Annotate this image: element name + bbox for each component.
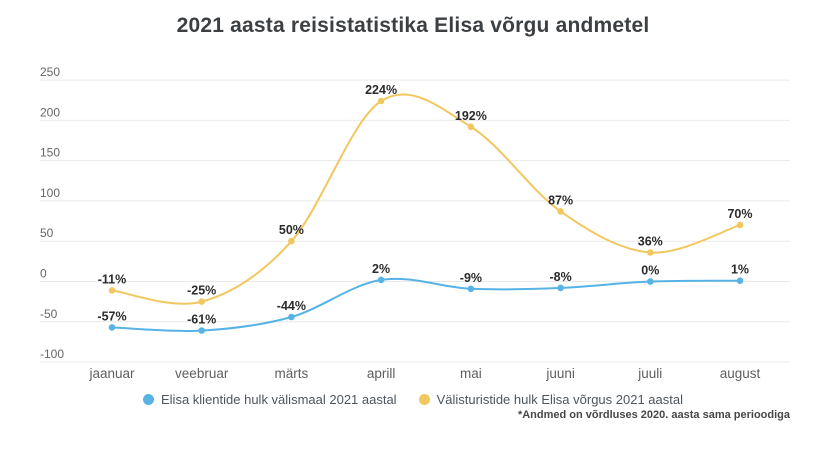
legend-dot-blue-icon — [143, 394, 154, 405]
data-label: -61% — [187, 313, 216, 327]
data-point — [198, 298, 205, 305]
data-point — [108, 287, 116, 294]
data-label: 224% — [365, 83, 397, 97]
data-label: 50% — [279, 223, 304, 237]
x-tick-label: juuni — [545, 366, 575, 381]
y-tick-label: 50 — [40, 226, 54, 240]
series-1: -11% -25% 50% 224% 192% 87% 36% 70% — [98, 83, 753, 305]
data-point — [288, 313, 295, 321]
data-point — [377, 97, 385, 105]
y-tick-label: -50 — [40, 307, 58, 321]
data-point — [108, 324, 116, 331]
data-label: -9% — [460, 271, 482, 285]
data-label: 36% — [638, 235, 663, 249]
x-tick-label: aprill — [367, 366, 396, 381]
x-tick-label: mai — [460, 366, 482, 381]
series-line — [111, 93, 741, 305]
data-label: -8% — [549, 270, 571, 284]
data-point — [288, 237, 295, 245]
data-label: -44% — [277, 299, 306, 313]
x-tick-label: märts — [275, 366, 309, 381]
data-label: 70% — [727, 207, 752, 221]
data-label: -11% — [98, 272, 127, 286]
data-point — [198, 327, 205, 334]
y-tick-label: 200 — [40, 105, 60, 119]
legend-item-elisa-customers: Elisa klientide hulk välismaal 2021 aast… — [143, 392, 397, 407]
x-tick-label: juuli — [637, 366, 662, 381]
data-point — [377, 276, 385, 284]
data-label: 2% — [372, 262, 390, 276]
data-label: 192% — [455, 109, 487, 123]
series-0: -57% -61% -44% 2% -9% -8% 0% 1% — [97, 262, 749, 334]
x-tick-label: veebruar — [175, 366, 229, 381]
legend-item-foreign-tourists: Välisturistide hulk Elisa võrgus 2021 aa… — [418, 392, 683, 407]
data-label: -57% — [97, 309, 126, 323]
chart-title: 2021 aasta reisistatistika Elisa võrgu a… — [176, 14, 650, 37]
legend-label-elisa-customers: Elisa klientide hulk välismaal 2021 aast… — [161, 392, 397, 407]
data-point — [736, 277, 744, 285]
chart-footnote: *Andmed on võrdluses 2020. aasta sama pe… — [517, 409, 790, 421]
data-label: 87% — [548, 193, 573, 207]
y-tick-label: 0 — [40, 267, 47, 281]
data-label: -25% — [187, 284, 216, 298]
legend-dot-yellow-icon — [418, 394, 430, 405]
data-point — [647, 278, 654, 285]
data-point — [557, 208, 564, 215]
y-tick-label: 150 — [40, 146, 60, 160]
chart-legend: Elisa klientide hulk välismaal 2021 aast… — [0, 392, 826, 407]
data-label: 0% — [641, 264, 659, 278]
y-tick-label: -100 — [40, 347, 64, 361]
series-line — [111, 277, 741, 333]
legend-label-foreign-tourists: Välisturistide hulk Elisa võrgus 2021 aa… — [436, 392, 683, 407]
y-tick-label: 100 — [40, 186, 60, 200]
data-point — [736, 221, 744, 229]
data-point — [647, 249, 654, 256]
data-point — [557, 284, 564, 292]
data-label: 1% — [731, 263, 749, 277]
x-tick-label: jaanuar — [88, 366, 135, 381]
y-tick-label: 250 — [40, 65, 60, 79]
data-point — [467, 123, 475, 131]
x-tick-label: august — [720, 366, 761, 381]
data-point — [467, 285, 475, 293]
